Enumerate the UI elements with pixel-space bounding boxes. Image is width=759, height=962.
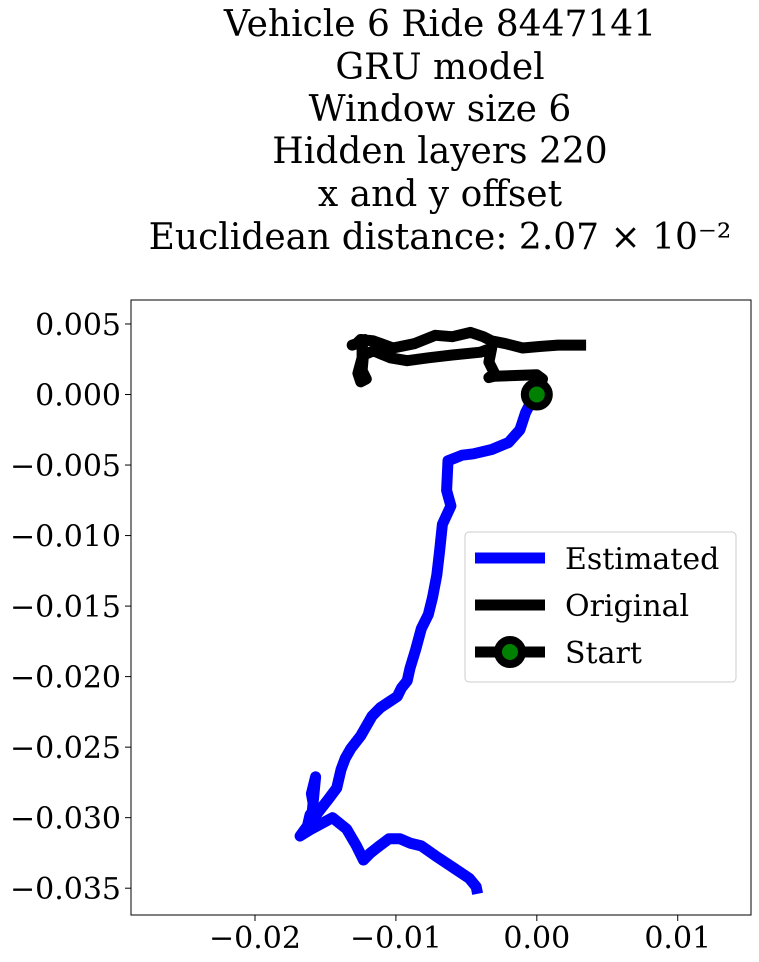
y-tick-label: −0.015 <box>10 590 121 625</box>
x-tick-label: −0.02 <box>209 921 301 956</box>
series-line-estimated <box>294 391 542 895</box>
x-tick-label: 0.00 <box>503 921 570 956</box>
title-line-1: Vehicle 6 Ride 8447141 <box>223 4 656 45</box>
title-line-3: Window size 6 <box>309 89 572 130</box>
y-tick-label: 0.005 <box>35 308 121 343</box>
axes: −0.02 −0.01 0.00 0.01 0.005 0.000 −0.005 −0.010… <box>10 299 752 956</box>
chart-title: Vehicle 6 Ride 8447141 GRU model Window … <box>149 4 732 258</box>
y-tick-label: −0.005 <box>10 449 121 484</box>
legend-start-marker <box>494 636 526 668</box>
y-tick-label: 0.000 <box>35 379 121 414</box>
title-line-6: Euclidean distance: 2.07 × 10⁻² <box>149 217 732 258</box>
legend-label-start: Start <box>565 636 642 671</box>
legend-label-estimated: Estimated <box>565 542 719 577</box>
title-line-4: Hidden layers 220 <box>272 131 607 172</box>
title-line-5: x and y offset <box>318 174 563 215</box>
series-line-original <box>346 326 587 397</box>
y-tick-label: −0.035 <box>10 872 121 907</box>
title-line-2: GRU model <box>335 47 544 88</box>
x-tick-label: 0.01 <box>644 921 711 956</box>
y-tick-label: −0.020 <box>10 661 121 696</box>
axes-frame <box>130 299 752 916</box>
plot-inner <box>294 326 587 895</box>
legend-label-original: Original <box>565 589 689 624</box>
x-tick-label: −0.01 <box>350 921 442 956</box>
start-marker <box>520 378 553 411</box>
y-tick-label: −0.010 <box>10 520 121 555</box>
plot-area <box>294 326 587 895</box>
legend: Estimated Original Start <box>464 531 737 683</box>
y-tick-label: −0.025 <box>10 731 121 766</box>
legend-box <box>464 531 737 683</box>
y-tick-label: −0.030 <box>10 802 121 837</box>
